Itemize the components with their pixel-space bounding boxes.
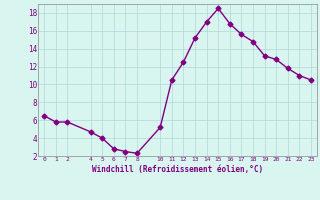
X-axis label: Windchill (Refroidissement éolien,°C): Windchill (Refroidissement éolien,°C) <box>92 165 263 174</box>
